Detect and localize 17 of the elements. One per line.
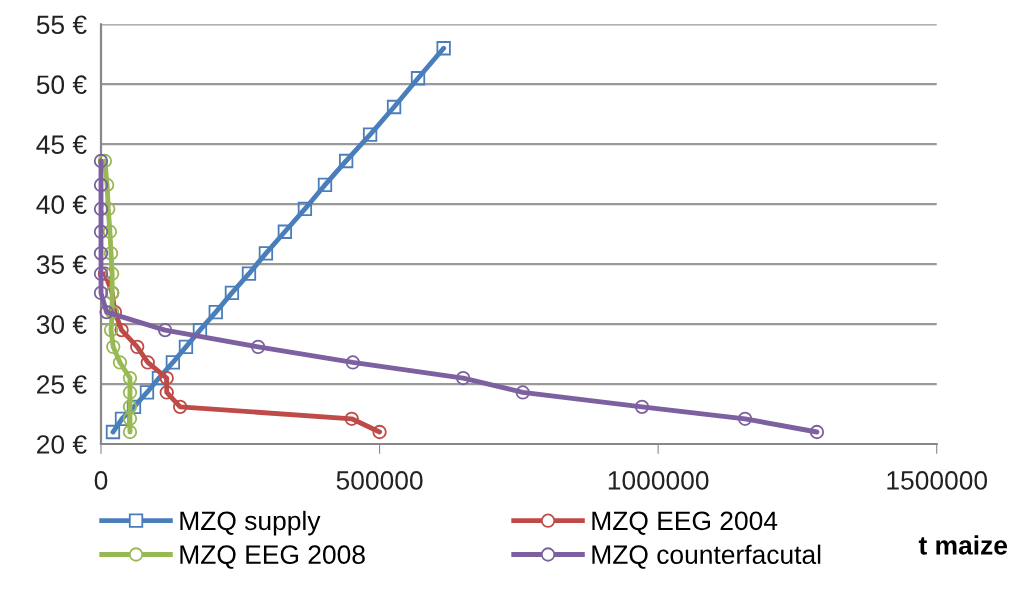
x-tick-label: 500000 — [336, 471, 423, 490]
y-tick-label: 45 € — [36, 135, 87, 155]
y-tick-label: 35 € — [36, 255, 87, 274]
x-tick-label: 1500000 — [887, 471, 988, 490]
y-tick-label: 50 € — [36, 75, 87, 95]
x-tick-label: 1000000 — [608, 471, 709, 490]
legend-label: MZQ EEG 2008 — [180, 545, 365, 569]
y-tick-label: 40 € — [36, 195, 87, 214]
legend-label: MZQ EEG 2004 — [592, 511, 778, 535]
x-tick-label: 0 — [94, 471, 108, 490]
legend-label: MZQ counterfacutal — [592, 544, 821, 569]
legend-label: MZQ supply — [180, 510, 321, 536]
y-tick-label: 30 € — [36, 315, 87, 334]
x-axis-title: t maize — [918, 535, 1008, 555]
y-tick-label: 55 € — [36, 15, 87, 35]
y-tick-label: 25 € — [37, 375, 87, 394]
y-tick-label: 20 € — [37, 435, 87, 454]
